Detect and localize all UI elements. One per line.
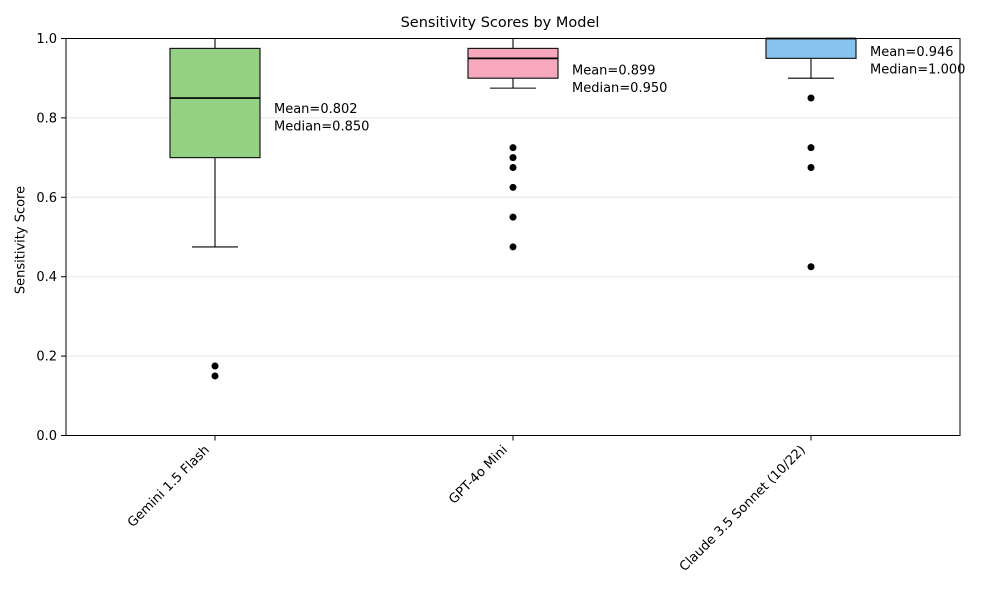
annotation-text: Median=0.850 bbox=[274, 120, 369, 135]
outlier-point bbox=[807, 94, 815, 102]
chart-title: Sensitivity Scores by Model bbox=[400, 15, 600, 31]
y-tick-label: 0.2 bbox=[36, 350, 57, 365]
y-tick-label: 0.8 bbox=[36, 111, 57, 126]
annotation-text: Median=0.950 bbox=[572, 81, 667, 96]
outlier-point bbox=[807, 144, 815, 152]
y-tick-label: 0.6 bbox=[36, 191, 57, 206]
outlier-point bbox=[211, 362, 219, 370]
y-tick-label: 0.0 bbox=[36, 429, 57, 444]
outlier-point bbox=[509, 183, 517, 191]
box-2 bbox=[765, 37, 857, 59]
box-0 bbox=[169, 47, 261, 159]
y-tick-label: 1.0 bbox=[36, 32, 57, 47]
annotation-text: Mean=0.802 bbox=[274, 102, 358, 117]
outlier-point bbox=[807, 263, 815, 271]
outlier-point bbox=[211, 372, 219, 380]
x-tick-label: GPT-4o Mini bbox=[446, 443, 511, 508]
x-tick-label: Claude 3.5 Sonnet (10/22) bbox=[677, 443, 809, 575]
box-1 bbox=[467, 47, 559, 79]
x-tick-label: Gemini 1.5 Flash bbox=[125, 443, 213, 531]
outlier-point bbox=[807, 164, 815, 172]
annotation-text: Mean=0.899 bbox=[572, 64, 656, 79]
annotation-text: Median=1.000 bbox=[870, 62, 965, 77]
y-tick-label: 0.4 bbox=[36, 270, 57, 285]
outlier-point bbox=[509, 144, 517, 152]
annotation-text: Mean=0.946 bbox=[870, 45, 954, 60]
outlier-point bbox=[509, 164, 517, 172]
outlier-point bbox=[509, 213, 517, 221]
outlier-point bbox=[509, 243, 517, 251]
outlier-point bbox=[509, 154, 517, 162]
